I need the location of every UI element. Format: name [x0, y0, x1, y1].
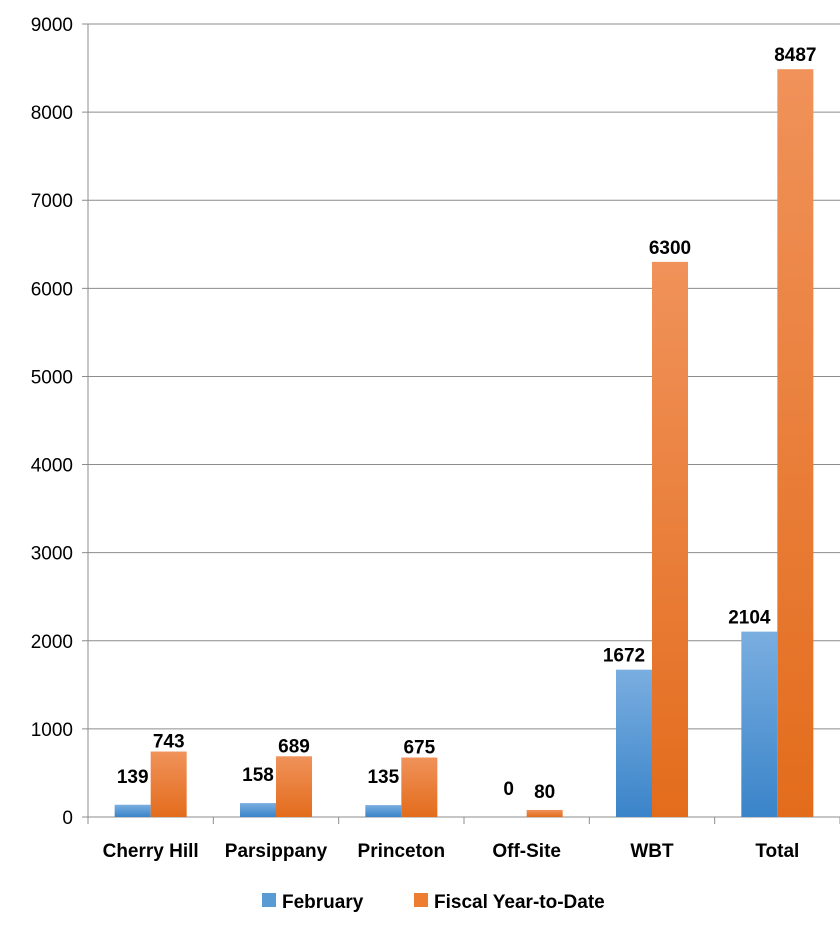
- legend-label-fiscal-year-to-date: Fiscal Year-to-Date: [434, 892, 605, 913]
- data-label-fiscal-year-to-date-princeton: 675: [403, 738, 435, 759]
- data-label-february-wbt: 1672: [603, 646, 645, 667]
- bar-february-parsippany: [240, 803, 276, 817]
- y-tick-label: 1000: [31, 720, 73, 741]
- data-label-february-princeton: 135: [367, 767, 399, 788]
- bar-fiscal-year-to-date-parsippany: [276, 756, 312, 817]
- data-label-fiscal-year-to-date-wbt: 6300: [649, 238, 691, 259]
- x-tick-label-total: Total: [755, 841, 799, 862]
- y-tick-label: 9000: [31, 15, 73, 36]
- data-label-february-cherry-hill: 139: [117, 767, 149, 788]
- data-label-fiscal-year-to-date-cherry-hill: 743: [153, 732, 185, 753]
- y-tick-label: 7000: [31, 191, 73, 212]
- x-tick-label-parsippany: Parsippany: [225, 841, 328, 862]
- y-tick-label: 5000: [31, 367, 73, 388]
- y-tick-label: 3000: [31, 544, 73, 565]
- bar-february-princeton: [365, 805, 402, 817]
- bars: [114, 69, 814, 818]
- x-tick-label-princeton: Princeton: [358, 841, 446, 862]
- data-label-fiscal-year-to-date-off-site: 80: [534, 782, 555, 803]
- y-tick-label: 6000: [31, 279, 73, 300]
- data-label-fiscal-year-to-date-parsippany: 689: [278, 736, 310, 757]
- bar-february-total: [741, 631, 778, 817]
- bar-february-cherry-hill: [114, 804, 151, 817]
- y-tick-label: 4000: [31, 456, 73, 477]
- x-tick-label-cherry-hill: Cherry Hill: [103, 841, 199, 862]
- legend-swatch-fiscal-year-to-date: [414, 893, 428, 907]
- gridlines: [82, 23, 840, 818]
- bar-february-wbt: [616, 669, 652, 817]
- x-tick-label-wbt: WBT: [630, 841, 674, 862]
- bar-fiscal-year-to-date-off-site: [526, 809, 563, 817]
- legend-label-february: February: [282, 892, 364, 913]
- y-tick-label: 8000: [31, 103, 73, 124]
- data-label-february-off-site: 0: [503, 779, 514, 800]
- y-axis: 0 1000 2000 3000 4000 5000 6000 7000 8000 9000: [31, 15, 89, 829]
- x-axis: Cherry Hill Parsippany Princeton Off-Site WB…: [87, 816, 840, 862]
- legend: February Fiscal Year-to-Date: [262, 892, 605, 913]
- data-label-february-total: 2104: [728, 608, 771, 629]
- bar-fiscal-year-to-date-cherry-hill: [150, 751, 187, 817]
- bar-fiscal-year-to-date-princeton: [401, 757, 438, 817]
- bar-fiscal-year-to-date-total: [777, 69, 814, 818]
- x-tick-label-off-site: Off-Site: [492, 841, 561, 862]
- bar-fiscal-year-to-date-wbt: [652, 261, 688, 817]
- y-tick-label: 2000: [31, 632, 73, 653]
- data-label-fiscal-year-to-date-total: 8487: [774, 45, 816, 66]
- legend-swatch-february: [262, 893, 276, 907]
- y-tick-label: 0: [62, 808, 73, 829]
- data-label-february-parsippany: 158: [242, 765, 274, 786]
